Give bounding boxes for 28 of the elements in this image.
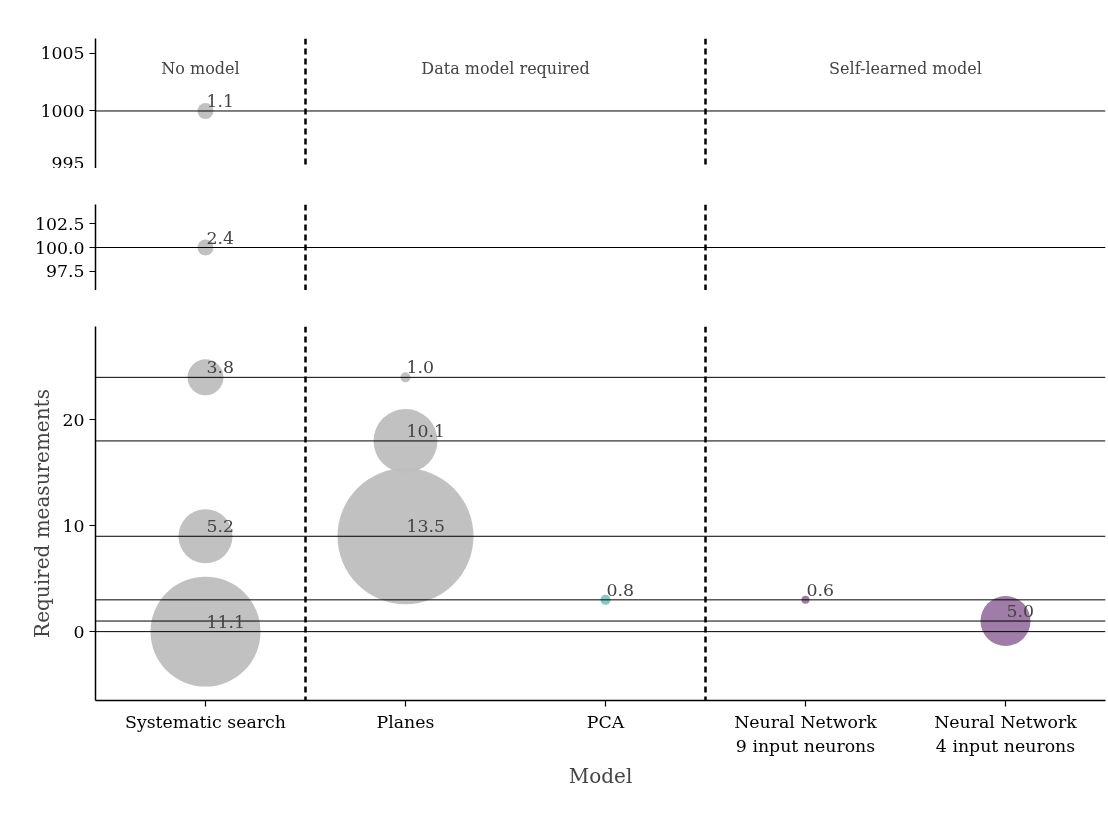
annotation: Self-learned model — [829, 59, 982, 78]
y-tick-label: 97.5 — [45, 261, 85, 282]
annotation: 0.8 — [606, 579, 635, 600]
x-tick-label: Planes — [376, 711, 435, 732]
x-tick-label: PCA — [586, 711, 625, 732]
x-axis-title: Model — [568, 763, 633, 788]
y-tick-label: 995 — [51, 152, 85, 173]
y-tick-label: 1005 — [40, 43, 85, 64]
annotation: 13.5 — [406, 516, 446, 537]
annotation: 0.6 — [806, 579, 835, 600]
annotation: 10.1 — [406, 420, 446, 441]
annotation: 2.4 — [206, 227, 235, 248]
x-tick-label: Neural Network 9 input neurons — [734, 711, 878, 756]
annotation: 3.8 — [206, 357, 235, 378]
x-tick-label: Neural Network 4 input neurons — [934, 711, 1078, 756]
y-axis-title: Required measurements — [30, 389, 55, 638]
y-tick-label: 0 — [73, 621, 85, 642]
annotation: 5.2 — [206, 516, 235, 537]
y-tick-label: 20 — [62, 409, 85, 430]
y-tick-label: 1000 — [40, 100, 85, 121]
annotation: Data model required — [421, 59, 590, 78]
annotation: No model — [161, 59, 240, 78]
annotation: 1.0 — [406, 357, 435, 378]
y-tick-label: 102.5 — [34, 213, 85, 234]
y-tick-label: 10 — [62, 515, 85, 536]
x-tick-label: Systematic search — [125, 711, 286, 732]
y-tick-label: 100.0 — [34, 237, 85, 258]
annotation: 1.1 — [206, 90, 235, 111]
